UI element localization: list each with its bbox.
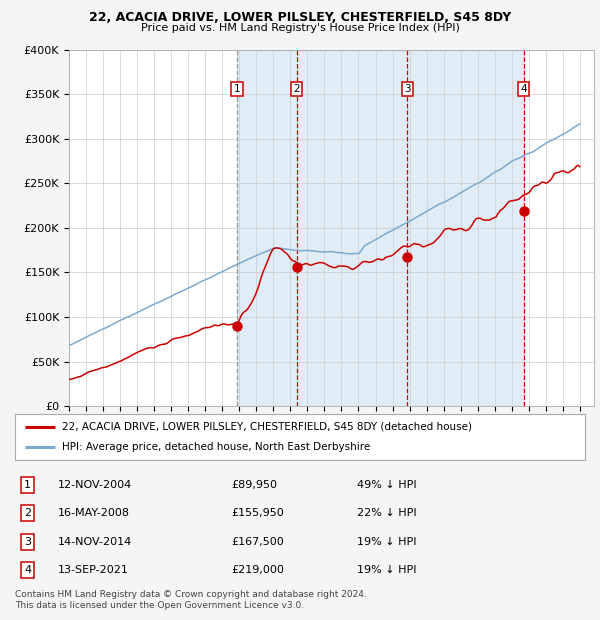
Text: 1: 1 [24, 480, 31, 490]
Text: HPI: Average price, detached house, North East Derbyshire: HPI: Average price, detached house, Nort… [62, 443, 370, 453]
Text: 22, ACACIA DRIVE, LOWER PILSLEY, CHESTERFIELD, S45 8DY: 22, ACACIA DRIVE, LOWER PILSLEY, CHESTER… [89, 11, 511, 24]
Text: 2: 2 [293, 84, 300, 94]
Text: 13-SEP-2021: 13-SEP-2021 [58, 565, 128, 575]
Bar [237, 50, 524, 406]
Text: £155,950: £155,950 [232, 508, 284, 518]
Text: 3: 3 [24, 537, 31, 547]
Text: 4: 4 [24, 565, 31, 575]
Text: 22, ACACIA DRIVE, LOWER PILSLEY, CHESTERFIELD, S45 8DY (detached house): 22, ACACIA DRIVE, LOWER PILSLEY, CHESTER… [62, 422, 472, 432]
Text: 2: 2 [24, 508, 31, 518]
Text: 22% ↓ HPI: 22% ↓ HPI [357, 508, 416, 518]
Text: 49% ↓ HPI: 49% ↓ HPI [357, 480, 416, 490]
Text: 16-MAY-2008: 16-MAY-2008 [58, 508, 130, 518]
Text: £219,000: £219,000 [232, 565, 284, 575]
Text: This data is licensed under the Open Government Licence v3.0.: This data is licensed under the Open Gov… [15, 601, 304, 611]
Text: 14-NOV-2014: 14-NOV-2014 [58, 537, 132, 547]
Text: Contains HM Land Registry data © Crown copyright and database right 2024.: Contains HM Land Registry data © Crown c… [15, 590, 367, 600]
Text: 3: 3 [404, 84, 410, 94]
Text: 4: 4 [521, 84, 527, 94]
Text: Price paid vs. HM Land Registry's House Price Index (HPI): Price paid vs. HM Land Registry's House … [140, 23, 460, 33]
Text: 12-NOV-2004: 12-NOV-2004 [58, 480, 132, 490]
Text: 19% ↓ HPI: 19% ↓ HPI [357, 537, 416, 547]
Text: £167,500: £167,500 [232, 537, 284, 547]
Text: £89,950: £89,950 [232, 480, 278, 490]
Text: 1: 1 [234, 84, 241, 94]
Text: 19% ↓ HPI: 19% ↓ HPI [357, 565, 416, 575]
